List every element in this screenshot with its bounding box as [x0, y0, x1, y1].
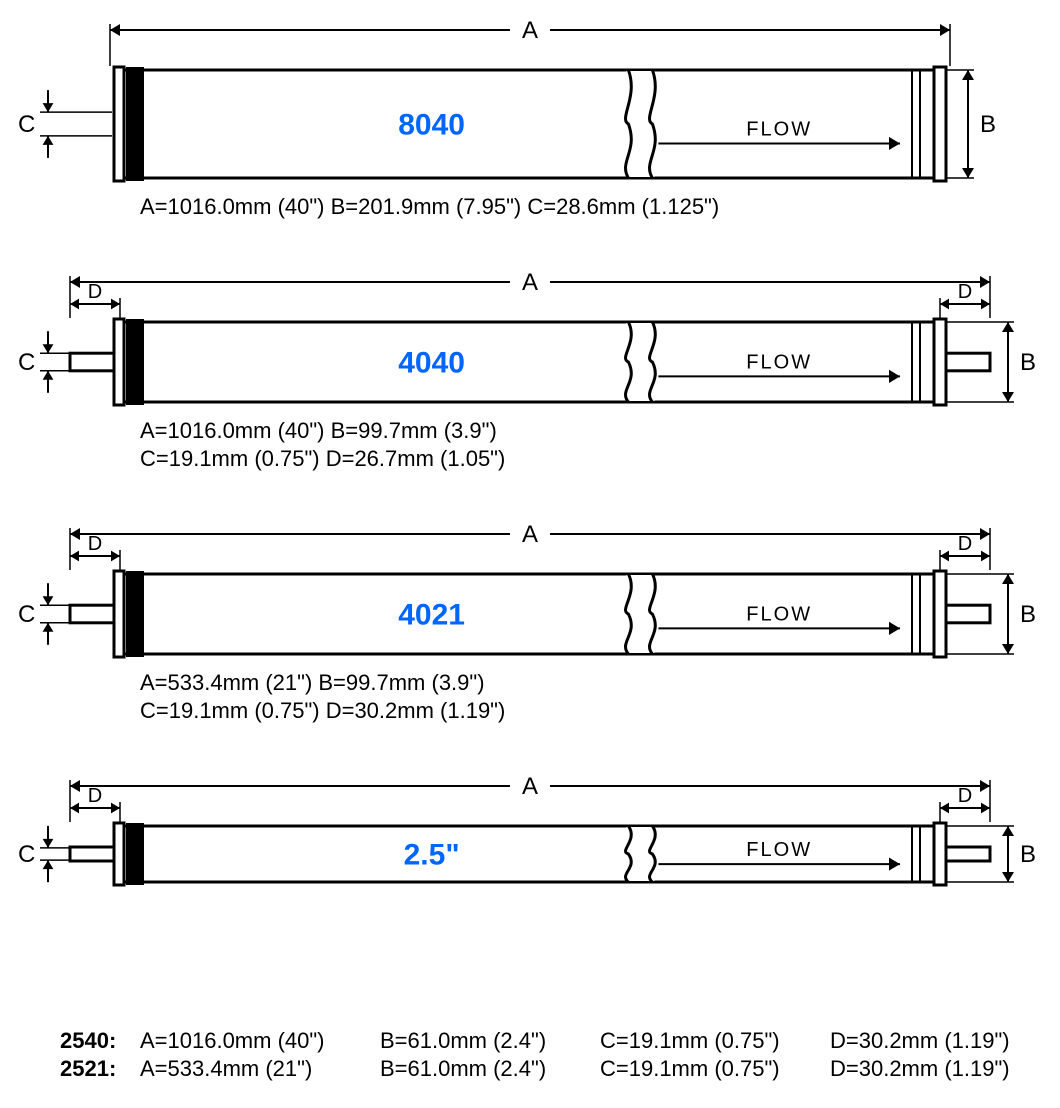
membrane-body	[120, 70, 940, 178]
bottom-row-cell: A=533.4mm (21")	[140, 1056, 312, 1082]
dim-label-D-left: D	[88, 785, 102, 807]
end-cap-left	[126, 571, 144, 657]
bottom-row-cell: C=19.1mm (0.75")	[600, 1056, 780, 1082]
dim-label-C: C	[18, 111, 35, 138]
dim-label-C: C	[18, 841, 35, 868]
spec-line: A=533.4mm (21") B=99.7mm (3.9")	[140, 670, 485, 696]
dim-label-C: C	[18, 349, 35, 376]
model-label: 4040	[398, 347, 465, 380]
dim-label-D-right: D	[958, 785, 972, 807]
model-label: 2.5"	[404, 839, 460, 872]
end-cap-right	[934, 823, 946, 885]
membrane-body	[120, 322, 940, 402]
permeate-tube-right	[946, 605, 990, 623]
bottom-row-cell: D=30.2mm (1.19")	[830, 1028, 1010, 1054]
end-cap-right	[934, 67, 946, 181]
end-cap-left	[126, 67, 144, 181]
dim-label-B: B	[1020, 841, 1036, 868]
bottom-row-cell: A=1016.0mm (40")	[140, 1028, 325, 1054]
module-m25: A D D 2.5" FLOW B C	[18, 773, 1036, 885]
flow-label: FLOW	[746, 603, 812, 625]
dim-label-A: A	[522, 773, 538, 800]
dim-label-B: B	[980, 111, 996, 138]
membrane-body	[120, 826, 940, 882]
module-m8040: A 8040 FLOW B C	[18, 17, 996, 181]
dim-label-A: A	[522, 17, 538, 44]
bottom-row-cell: B=61.0mm (2.4")	[380, 1056, 546, 1082]
diagram-stage: A 8040 FLOW B C A D D 4040 FLOW B C A D D 4021 FLOW B C A D D…	[0, 0, 1060, 1108]
dim-label-D-left: D	[88, 281, 102, 303]
flow-label: FLOW	[746, 351, 812, 373]
spec-line: C=19.1mm (0.75") D=30.2mm (1.19")	[140, 698, 505, 724]
dim-label-D-left: D	[88, 533, 102, 555]
flow-label: FLOW	[746, 118, 812, 140]
spec-line: A=1016.0mm (40") B=201.9mm (7.95") C=28.…	[140, 194, 719, 220]
dim-label-C: C	[18, 601, 35, 628]
dim-label-B: B	[1020, 601, 1036, 628]
permeate-tube-right	[946, 847, 990, 861]
membrane-body	[120, 574, 940, 654]
model-label: 8040	[398, 109, 465, 142]
module-m4040: A D D 4040 FLOW B C	[18, 269, 1036, 405]
end-cap-left	[126, 823, 144, 885]
end-cap-right	[934, 319, 946, 405]
bottom-row-cell: 2521:	[60, 1056, 116, 1082]
dim-label-B: B	[1020, 349, 1036, 376]
dim-label-D-right: D	[958, 281, 972, 303]
bottom-row-cell: 2540:	[60, 1028, 116, 1054]
permeate-tube-left	[70, 353, 114, 371]
diagram-svg: A 8040 FLOW B C A D D 4040 FLOW B C A D D 4021 FLOW B C A D D…	[0, 0, 1060, 1108]
dim-label-A: A	[522, 269, 538, 296]
bottom-row-cell: C=19.1mm (0.75")	[600, 1028, 780, 1054]
dim-label-A: A	[522, 521, 538, 548]
permeate-tube-right	[946, 353, 990, 371]
bottom-row-cell: B=61.0mm (2.4")	[380, 1028, 546, 1054]
flow-label: FLOW	[746, 839, 812, 861]
end-cap-left	[126, 319, 144, 405]
module-m4021: A D D 4021 FLOW B C	[18, 521, 1036, 657]
spec-line: C=19.1mm (0.75") D=26.7mm (1.05")	[140, 446, 505, 472]
model-label: 4021	[398, 599, 465, 632]
dim-label-D-right: D	[958, 533, 972, 555]
permeate-tube-left	[70, 605, 114, 623]
spec-line: A=1016.0mm (40") B=99.7mm (3.9")	[140, 418, 497, 444]
end-cap-right	[934, 571, 946, 657]
bottom-row-cell: D=30.2mm (1.19")	[830, 1056, 1010, 1082]
permeate-tube-left	[70, 847, 114, 861]
